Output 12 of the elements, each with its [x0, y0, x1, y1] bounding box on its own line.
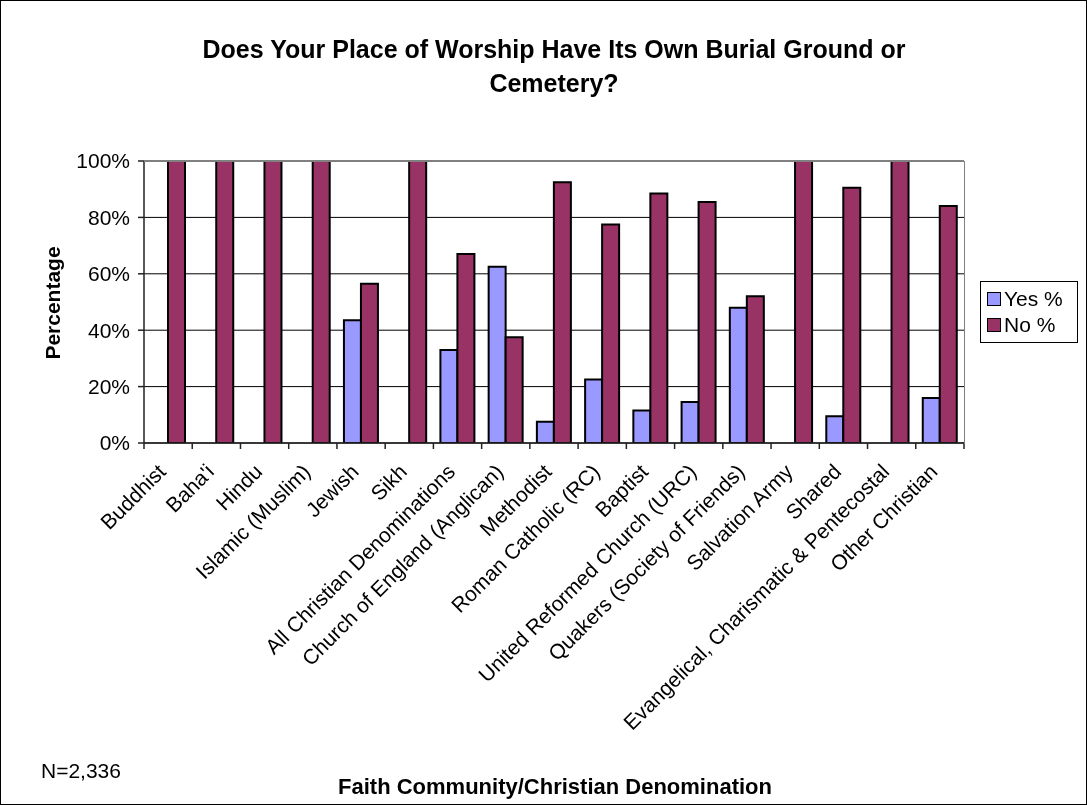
y-tick-label: 60%: [87, 262, 130, 286]
y-axis-title: Percentage: [41, 246, 65, 360]
y-tick-label: 80%: [87, 205, 130, 229]
chart-title: Does Your Place of Worship Have Its Own Burial Ground or Cemetery?: [201, 34, 907, 99]
legend-label: No %: [1004, 313, 1056, 337]
y-tick-label: 100%: [76, 149, 130, 173]
y-tick-label: 0%: [99, 431, 130, 455]
y-tick-label: 40%: [87, 318, 130, 342]
legend-label: Yes %: [1004, 287, 1063, 311]
x-axis-title: Faith Community/Christian Denomination: [338, 774, 772, 800]
y-tick-label: 20%: [87, 375, 130, 399]
text: N=2,336: [41, 758, 121, 783]
